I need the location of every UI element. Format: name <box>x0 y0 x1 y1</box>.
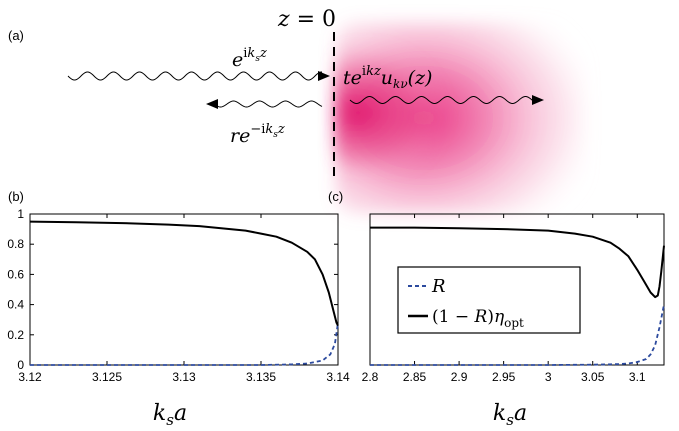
chart-panel-c: (c) 2.8 2.85 2.9 2.95 3 3.05 3.1 R (1 − R)ηopt… <box>328 189 665 429</box>
y-tick-label-b: 0.2 <box>7 328 24 342</box>
y-tick-label-b: 0 <box>17 358 24 372</box>
legend-label-r: R <box>431 276 446 297</box>
x-tick-label-c: 2.9 <box>451 370 468 384</box>
y-tick-label-b: 0.4 <box>7 298 24 312</box>
series-b <box>29 220 339 366</box>
legend-label-t: (1 − R)ηopt <box>432 307 524 330</box>
interface-label: z = 0 <box>277 7 336 32</box>
x-tick-label-c: 3 <box>545 370 552 384</box>
y-tick-label-b: 0.8 <box>7 237 24 251</box>
legend: R (1 − R)ηopt <box>397 266 581 334</box>
x-tick-label-c: 2.95 <box>492 370 516 384</box>
x-tick-label-b: 3.13 <box>172 370 196 384</box>
series-line-r-c <box>370 304 665 366</box>
reflected-arrowhead <box>206 99 218 109</box>
x-tick-label-c: 2.85 <box>403 370 427 384</box>
y-ticks-b: 0 0.2 0.4 0.6 0.8 1 <box>7 207 338 372</box>
chart-panel-b: (b) 00.20.40.60.81 3.12 3.125 3.13 3.135 3.1… <box>7 189 350 429</box>
x-axis-label-c: ksa <box>493 401 527 429</box>
x-ticks-b: 3.12 3.125 3.13 3.135 3.14 <box>18 214 350 384</box>
panel-label-b: (b) <box>8 189 24 204</box>
transmitted-label: teikzukν(z) <box>343 64 432 91</box>
medium-glow <box>336 22 586 214</box>
x-ticks-c: 2.8 2.85 2.9 2.95 3 3.05 3.1 <box>362 214 646 384</box>
y-tick-label-b: 0.6 <box>7 267 24 281</box>
x-tick-label-c: 3.1 <box>629 370 646 384</box>
panel-label-c: (c) <box>328 189 343 204</box>
series-line-t-eta-c <box>370 226 665 299</box>
x-tick-label-b: 3.12 <box>18 370 42 384</box>
x-tick-label-c: 3.05 <box>581 370 605 384</box>
incident-arrowhead <box>318 71 330 81</box>
plot-frame-b <box>29 213 339 366</box>
x-tick-label-c: 2.8 <box>362 370 379 384</box>
legend-box <box>397 266 581 334</box>
panel-label-a: (a) <box>8 28 24 43</box>
transmitted-wave <box>349 96 537 104</box>
y-tick-label-b: 1 <box>17 207 24 221</box>
schematic-panel: (a) z = 0 eiksz re−iksz teikzukν(z) <box>8 7 586 214</box>
x-axis-label-b: ksa <box>153 401 187 429</box>
series-line-t-eta-b <box>29 220 339 327</box>
incident-label: eiksz <box>232 46 267 71</box>
x-tick-label-b: 3.14 <box>326 370 350 384</box>
reflected-wave <box>213 100 323 108</box>
x-tick-label-b: 3.135 <box>246 370 276 384</box>
reflected-label: re−iksz <box>230 122 285 147</box>
series-c <box>370 226 665 366</box>
x-tick-label-b: 3.125 <box>92 370 122 384</box>
series-line-r-b <box>30 322 339 366</box>
incident-wave <box>67 71 322 81</box>
transmitted-arrowhead <box>532 95 544 105</box>
